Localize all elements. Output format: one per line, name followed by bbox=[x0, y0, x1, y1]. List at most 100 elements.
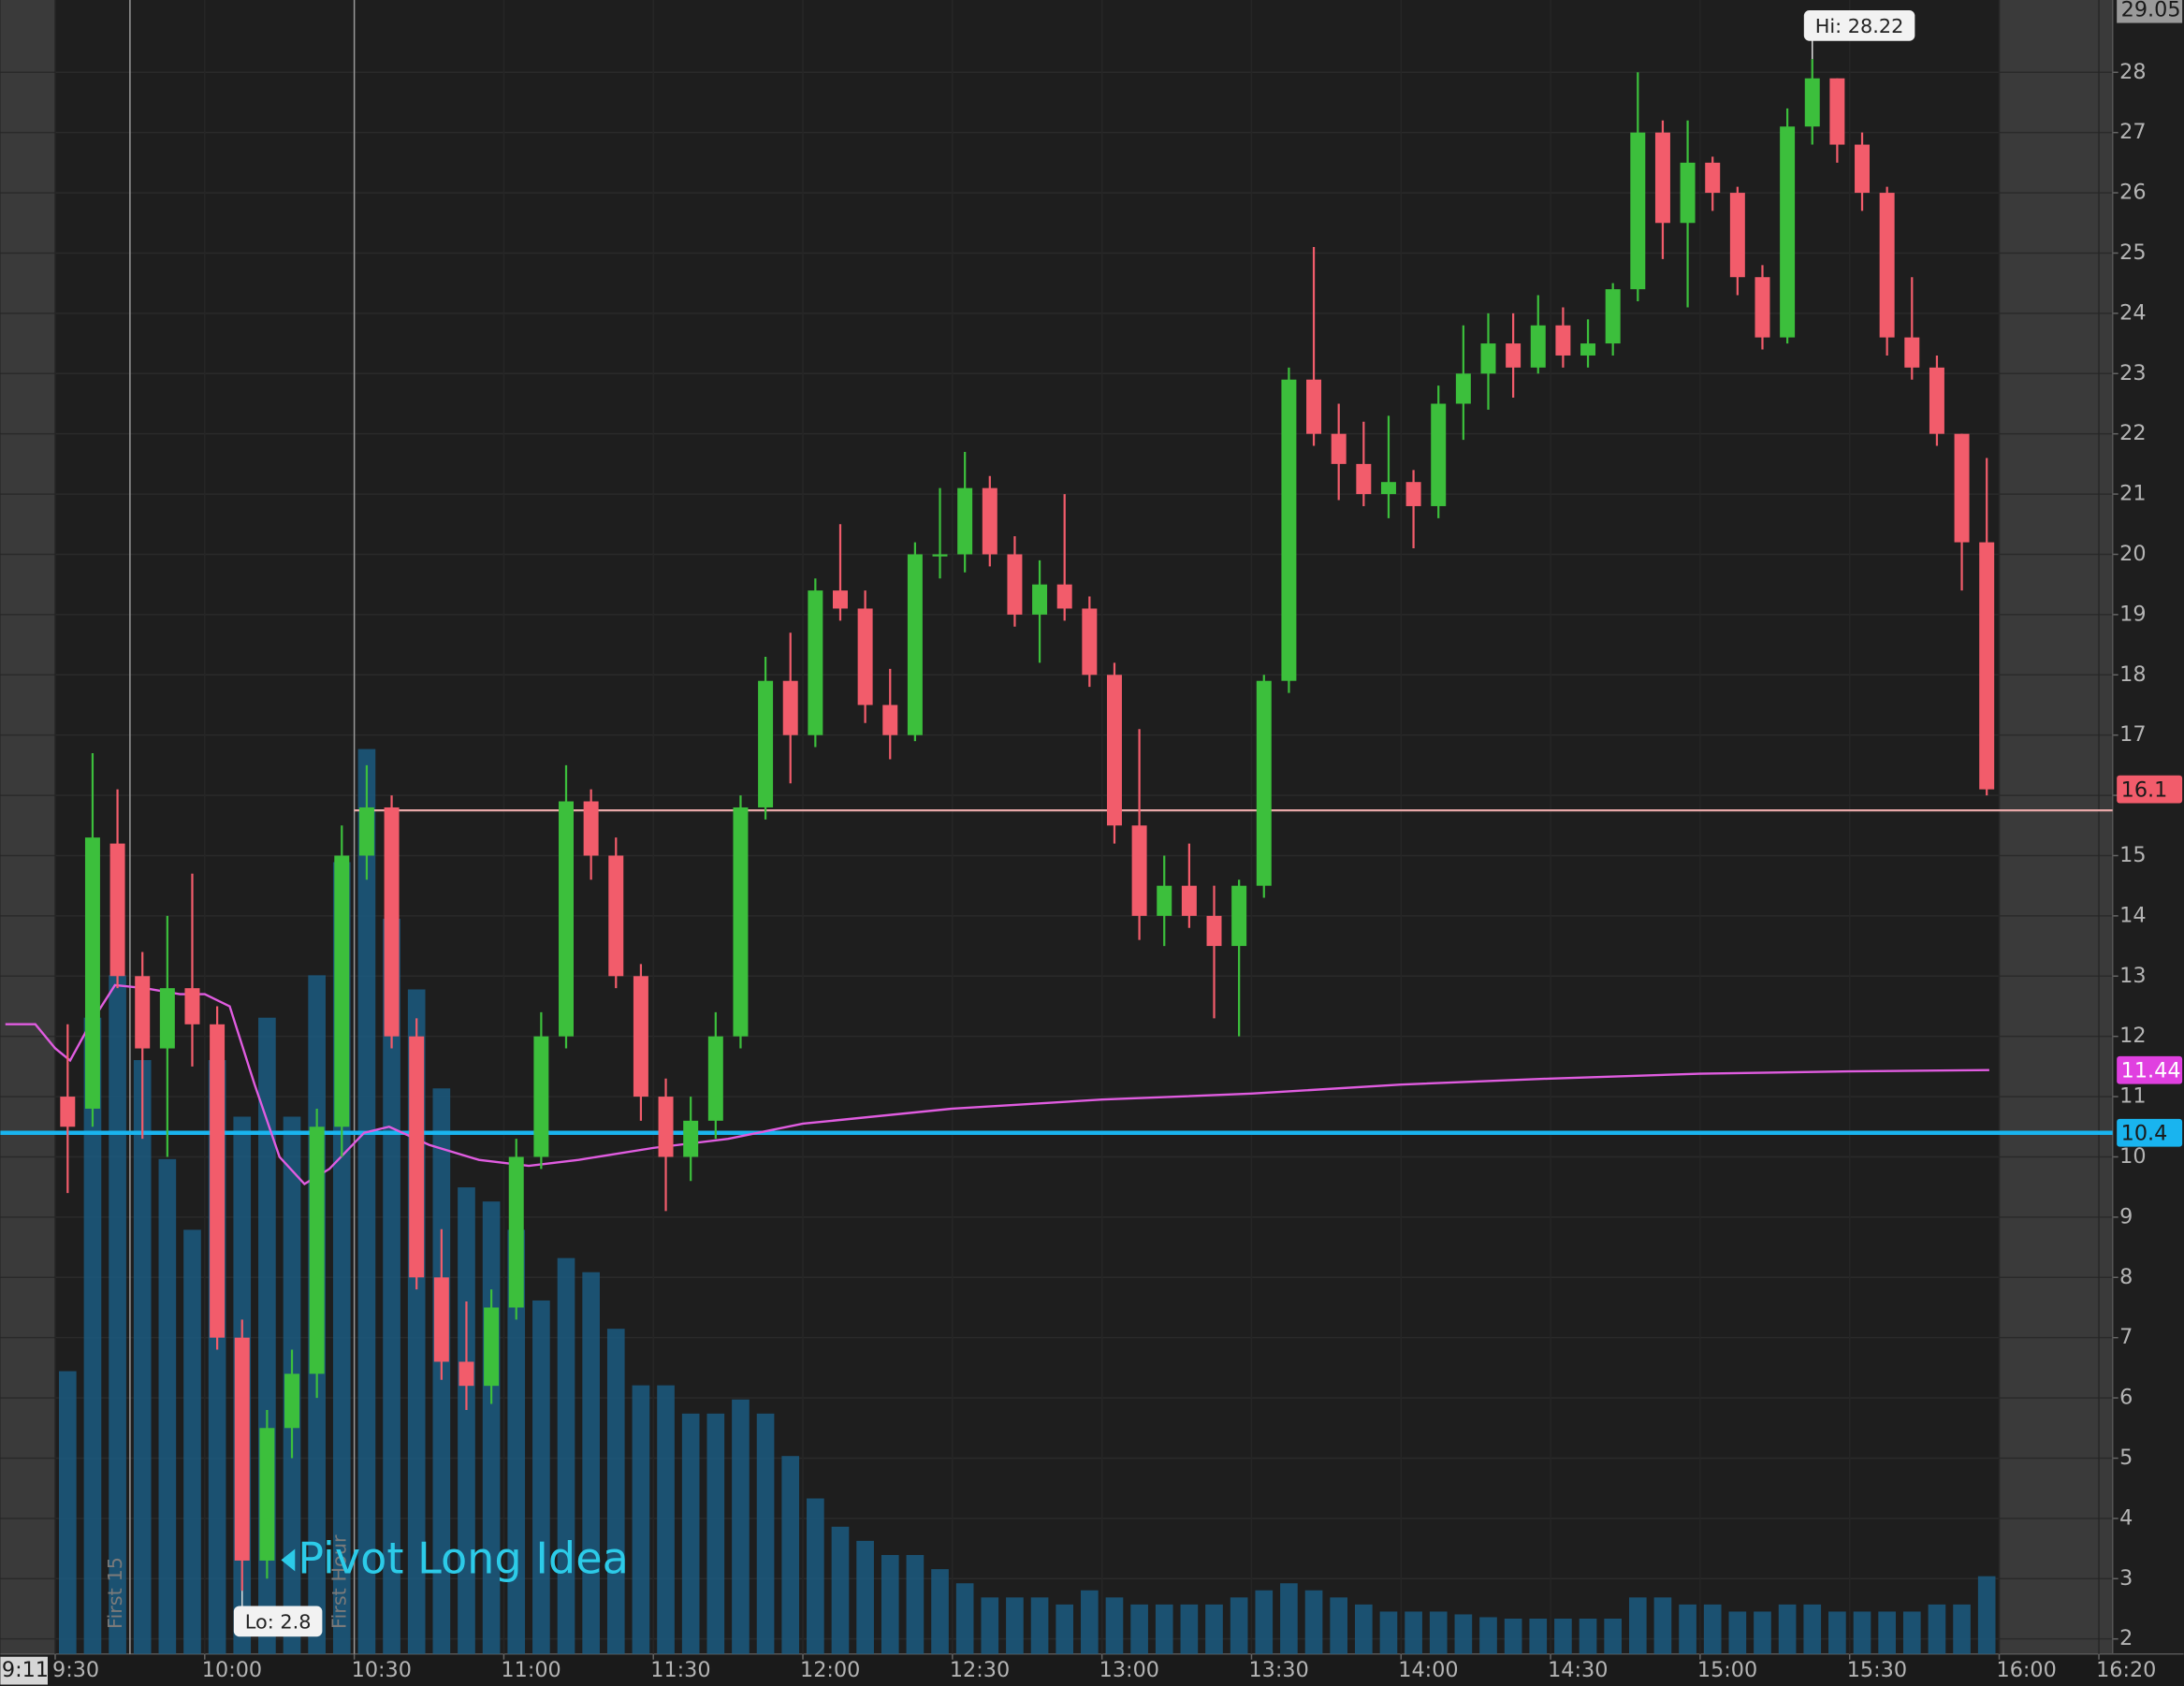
lo-callout: Lo: 2.8 bbox=[233, 1591, 323, 1637]
candle-body bbox=[1954, 433, 1970, 543]
volume-bar bbox=[532, 1300, 550, 1654]
cursor-time-box bbox=[0, 1656, 48, 1685]
y-tick-label: 9 bbox=[2119, 1204, 2133, 1228]
volume-bar bbox=[582, 1272, 600, 1654]
x-tick-label: 12:30 bbox=[950, 1658, 1010, 1682]
candle-body bbox=[1829, 78, 1845, 145]
candle-body bbox=[1405, 482, 1421, 506]
volume-bar bbox=[1056, 1604, 1074, 1654]
candle-body bbox=[433, 1277, 449, 1362]
y-tick-label: 27 bbox=[2119, 120, 2146, 144]
annotation-text: Pivot Long Idea bbox=[298, 1533, 629, 1583]
volume-bar bbox=[1778, 1604, 1797, 1654]
volume-bar bbox=[781, 1456, 800, 1654]
candle-body bbox=[1879, 193, 1895, 338]
marker-label: First 15 bbox=[104, 1557, 126, 1629]
volume-bar bbox=[1155, 1604, 1173, 1654]
volume-bar bbox=[1255, 1590, 1274, 1654]
y-tick-label: 6 bbox=[2119, 1386, 2133, 1410]
lo-label: Lo: 2.8 bbox=[245, 1610, 312, 1633]
candle-body bbox=[1157, 885, 1172, 916]
x-tick-label: 14:00 bbox=[1398, 1658, 1458, 1682]
volume-bar bbox=[1205, 1604, 1223, 1654]
candle-body bbox=[658, 1097, 674, 1157]
volume-bar bbox=[1953, 1604, 1971, 1654]
volume-bar bbox=[109, 975, 126, 1654]
candle-body bbox=[1506, 343, 1522, 368]
volume-bar bbox=[881, 1554, 899, 1654]
candle-body bbox=[284, 1374, 300, 1429]
volume-bar bbox=[458, 1187, 475, 1654]
x-tick-label: 12:00 bbox=[800, 1658, 860, 1682]
volume-bar bbox=[1554, 1618, 1572, 1654]
y-tick-label: 8 bbox=[2119, 1265, 2133, 1289]
volume-bar bbox=[1928, 1604, 1946, 1654]
candle-body bbox=[1206, 915, 1222, 947]
x-tick-label: 16:00 bbox=[1997, 1658, 2057, 1682]
y-tick-label: 13 bbox=[2119, 964, 2146, 988]
candle-body bbox=[1455, 373, 1471, 404]
volume-bar bbox=[1529, 1618, 1548, 1654]
cursor-price-box bbox=[2117, 0, 2183, 23]
volume-bar bbox=[706, 1413, 725, 1654]
candle-body bbox=[707, 1036, 723, 1121]
y-tick-label: 26 bbox=[2119, 181, 2146, 205]
volume-bar bbox=[632, 1385, 650, 1654]
y-tick-label: 15 bbox=[2119, 843, 2146, 867]
candle-body bbox=[857, 608, 873, 705]
volume-bar bbox=[1902, 1611, 1921, 1654]
volume-bar bbox=[1803, 1604, 1822, 1654]
candle-body bbox=[1904, 337, 1920, 368]
candle-body bbox=[334, 855, 350, 1127]
candle-body bbox=[559, 801, 574, 1037]
volume-bar bbox=[1828, 1611, 1846, 1654]
candle-body bbox=[533, 1036, 549, 1157]
candle-body bbox=[832, 590, 848, 609]
candle-body bbox=[234, 1337, 250, 1561]
price-tag bbox=[2117, 775, 2183, 804]
volume-bar bbox=[807, 1498, 824, 1654]
volume-bar bbox=[357, 749, 376, 1654]
price-tag bbox=[2117, 1055, 2183, 1084]
candle-body bbox=[608, 855, 624, 977]
candle-body bbox=[1654, 132, 1670, 224]
volume-bar bbox=[1030, 1597, 1049, 1654]
candle-body bbox=[1754, 277, 1770, 338]
candle-body bbox=[683, 1120, 699, 1157]
volume-bar bbox=[1330, 1597, 1348, 1654]
volume-bar bbox=[1479, 1617, 1497, 1654]
volume-bar bbox=[1130, 1604, 1148, 1654]
volume-bar bbox=[831, 1526, 850, 1654]
candle-body bbox=[358, 807, 374, 856]
y-tick-label: 12 bbox=[2119, 1024, 2146, 1048]
price-tag-label: 10.4 bbox=[2121, 1122, 2168, 1146]
candle-body bbox=[957, 487, 973, 555]
candle-body bbox=[982, 487, 997, 555]
candle-body bbox=[1106, 675, 1122, 826]
candle-body bbox=[1380, 482, 1396, 495]
candle-body bbox=[907, 554, 923, 735]
volume-bar bbox=[1379, 1611, 1398, 1654]
candle-body bbox=[882, 705, 898, 735]
y-tick-label: 17 bbox=[2119, 722, 2146, 747]
candle-body bbox=[84, 837, 100, 1109]
hi-callout: Hi: 28.22 bbox=[1803, 10, 1915, 60]
y-tick-label: 18 bbox=[2119, 662, 2146, 687]
volume-bar bbox=[1105, 1597, 1124, 1654]
candle-body bbox=[583, 801, 599, 856]
x-tick-label: 10:30 bbox=[352, 1658, 412, 1682]
candle-body bbox=[1979, 542, 1995, 790]
y-tick-label: 28 bbox=[2119, 60, 2146, 84]
callout-box bbox=[1803, 10, 1915, 41]
candle-body bbox=[259, 1428, 275, 1561]
candle-body bbox=[384, 807, 400, 1037]
y-tick-label: 14 bbox=[2119, 903, 2146, 927]
volume-bar bbox=[1230, 1597, 1248, 1654]
x-tick-label: 16:20 bbox=[2096, 1658, 2156, 1682]
volume-bar bbox=[1354, 1604, 1373, 1654]
volume-bar bbox=[1081, 1590, 1099, 1654]
candle-body bbox=[109, 843, 125, 977]
candle-body bbox=[135, 976, 151, 1049]
volume-bar bbox=[557, 1257, 575, 1654]
